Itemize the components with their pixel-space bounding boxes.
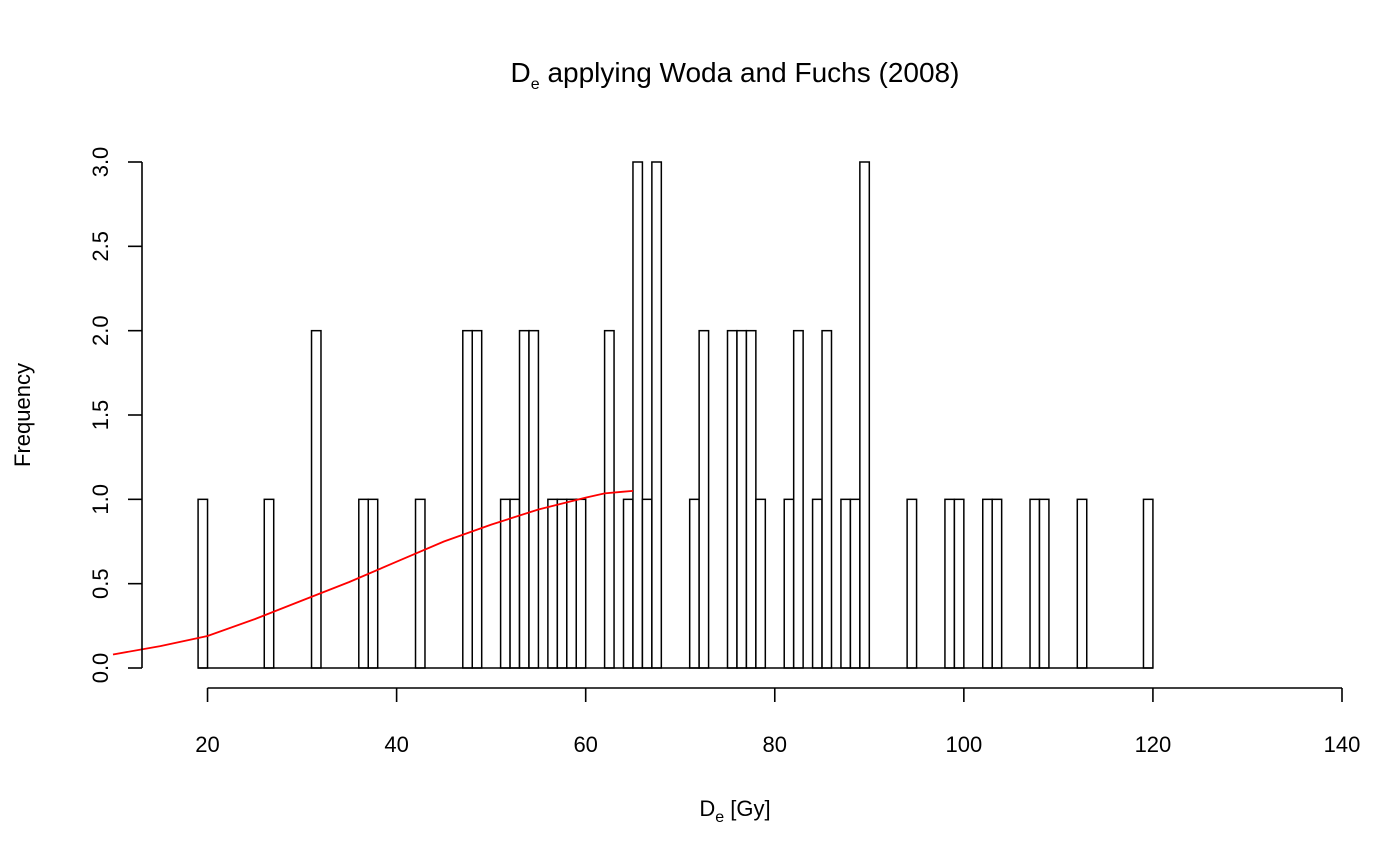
x-axis-label: De [Gy] xyxy=(699,796,770,826)
x-tick-label: 20 xyxy=(195,732,219,757)
histogram-bar xyxy=(698,329,710,669)
histogram-bar xyxy=(499,498,511,669)
histogram-bar xyxy=(651,161,663,669)
histogram-bar xyxy=(509,498,521,669)
histogram-bar xyxy=(811,498,823,669)
histogram-bar xyxy=(641,498,653,669)
histogram-bar xyxy=(745,329,757,669)
y-axis-label: Frequency xyxy=(10,363,35,467)
histogram-bar xyxy=(1142,498,1154,669)
y-tick-label: 2.0 xyxy=(88,315,113,346)
xlabel-subscript: e xyxy=(715,809,724,826)
y-tick-label: 0.5 xyxy=(88,568,113,599)
histogram-bar xyxy=(944,498,956,669)
red-density-curve xyxy=(112,490,634,656)
histogram-bar xyxy=(991,498,1003,669)
histogram-bar xyxy=(736,329,748,669)
histogram-bar xyxy=(849,498,861,669)
x-tick-label: 40 xyxy=(384,732,408,757)
y-tick-label: 0.0 xyxy=(88,653,113,684)
xlabel-main: D xyxy=(699,796,715,821)
histogram-bar xyxy=(906,498,918,669)
histogram-bar xyxy=(1076,498,1088,669)
x-tick-label: 120 xyxy=(1135,732,1172,757)
histogram-bar xyxy=(755,498,767,669)
histogram-bar xyxy=(726,329,738,669)
histogram-bar xyxy=(471,329,483,669)
histogram-bar xyxy=(688,498,700,669)
histogram-bar xyxy=(566,498,577,669)
chart-title: De applying Woda and Fuchs (2008) xyxy=(511,57,960,93)
x-axis: 20 40 60 80 100 120 140 xyxy=(195,687,1361,757)
y-axis: 0.0 0.5 1.0 1.5 2.0 2.5 3.0 xyxy=(88,147,143,684)
histogram-bar xyxy=(367,498,379,669)
histogram-bar xyxy=(622,498,634,669)
title-subscript: e xyxy=(531,76,540,93)
x-tick-label: 60 xyxy=(573,732,597,757)
histogram-bar xyxy=(263,498,275,669)
histogram-bar xyxy=(821,329,833,669)
histogram-bar xyxy=(197,498,209,669)
histogram-bar xyxy=(792,329,804,669)
histogram-bar xyxy=(632,161,644,669)
histogram-bar xyxy=(953,498,965,669)
histogram-bar xyxy=(358,498,370,669)
histogram-bars xyxy=(197,161,1154,669)
histogram-bar xyxy=(556,498,568,669)
histogram-bar xyxy=(603,329,615,669)
histogram-bar xyxy=(528,329,540,669)
x-tick-label: 100 xyxy=(945,732,982,757)
histogram-bar xyxy=(840,498,852,669)
y-tick-label: 2.5 xyxy=(88,231,113,262)
x-tick-label: 80 xyxy=(763,732,787,757)
histogram-bar xyxy=(783,498,795,669)
histogram-bar xyxy=(1029,498,1041,669)
histogram-bar xyxy=(547,498,559,669)
xlabel-rest: [Gy] xyxy=(724,796,770,821)
y-tick-label: 3.0 xyxy=(88,147,113,178)
histogram-bar xyxy=(982,498,993,669)
density-curve-line xyxy=(112,490,634,656)
histogram-bar xyxy=(1038,498,1050,669)
histogram-bar xyxy=(575,498,587,669)
title-rest: applying Woda and Fuchs (2008) xyxy=(540,57,960,88)
histogram-bar xyxy=(859,161,871,669)
y-tick-label: 1.0 xyxy=(88,484,113,515)
histogram-bar xyxy=(518,329,530,669)
histogram-bar xyxy=(310,329,322,669)
x-tick-label: 140 xyxy=(1324,732,1361,757)
histogram-bar xyxy=(414,498,426,669)
y-tick-label: 1.5 xyxy=(88,400,113,431)
histogram-bar xyxy=(462,329,473,669)
title-main: D xyxy=(511,57,531,88)
